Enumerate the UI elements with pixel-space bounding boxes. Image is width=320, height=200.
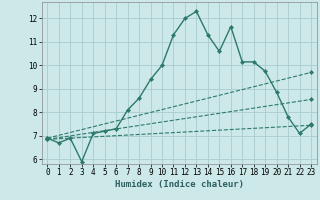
X-axis label: Humidex (Indice chaleur): Humidex (Indice chaleur) — [115, 180, 244, 189]
